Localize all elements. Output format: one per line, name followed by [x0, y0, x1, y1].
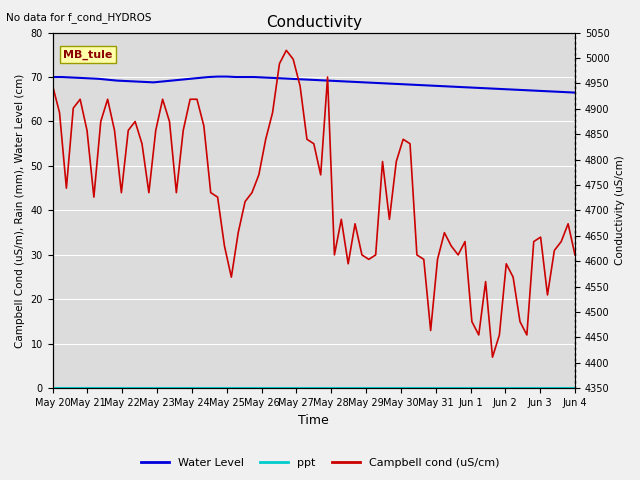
Text: No data for f_cond_HYDROS: No data for f_cond_HYDROS	[6, 12, 152, 23]
Text: MB_tule: MB_tule	[63, 49, 113, 60]
Y-axis label: Conductivity (uS/cm): Conductivity (uS/cm)	[615, 156, 625, 265]
Title: Conductivity: Conductivity	[266, 15, 362, 30]
X-axis label: Time: Time	[298, 414, 329, 427]
Y-axis label: Campbell Cond (uS/m), Rain (mm), Water Level (cm): Campbell Cond (uS/m), Rain (mm), Water L…	[15, 73, 25, 348]
Legend: Water Level, ppt, Campbell cond (uS/cm): Water Level, ppt, Campbell cond (uS/cm)	[136, 453, 504, 472]
